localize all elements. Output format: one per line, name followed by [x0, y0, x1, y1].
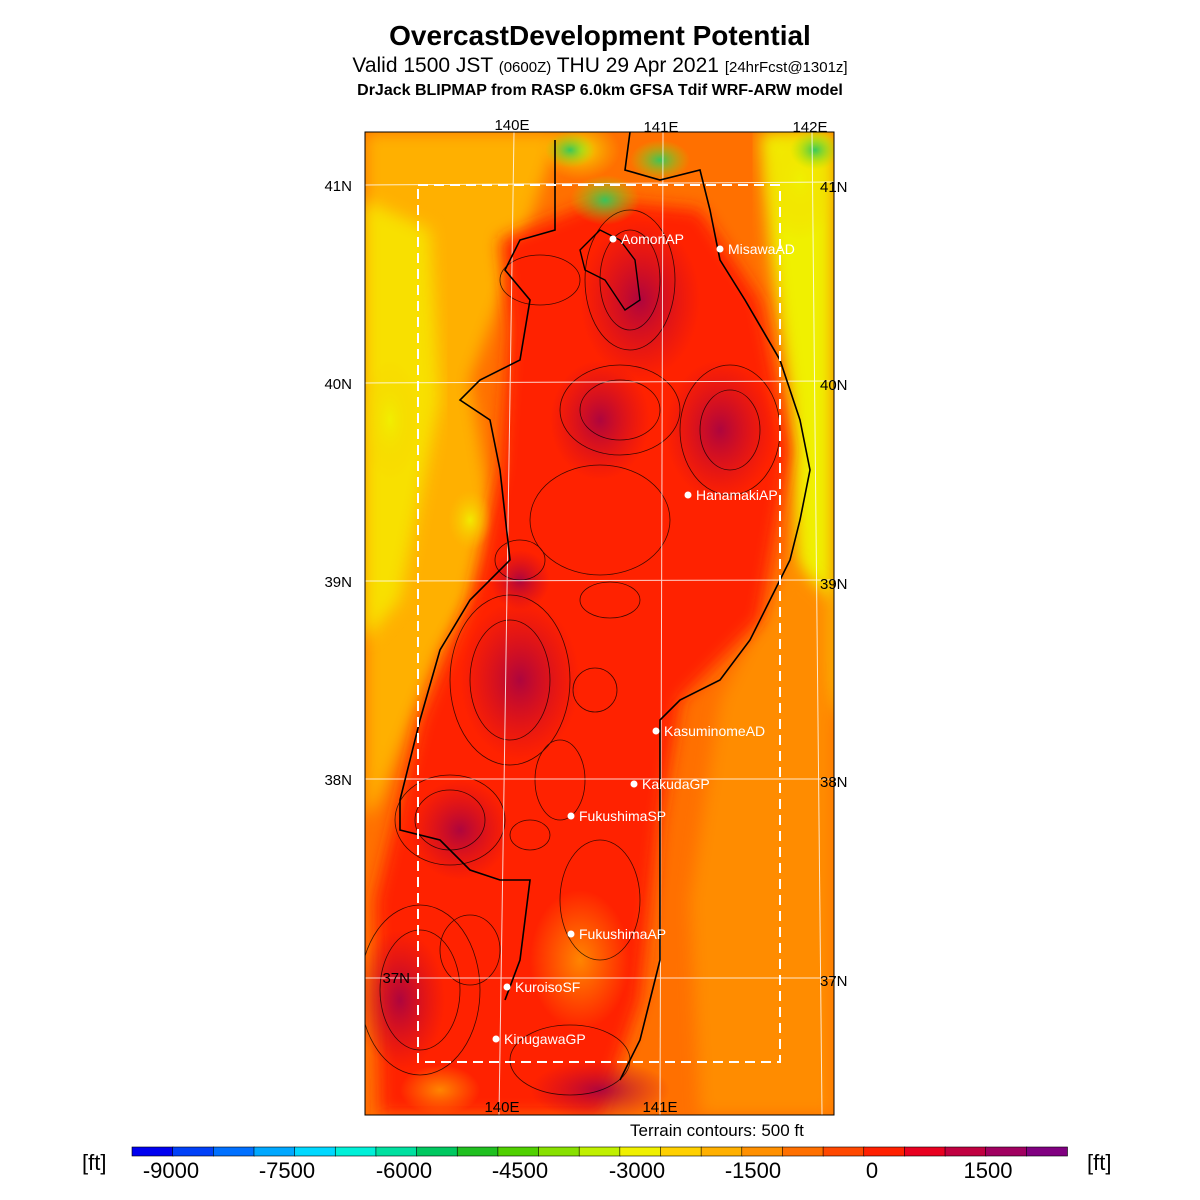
colorbar-swatch	[294, 1146, 337, 1157]
station-hanamakiap: HanamakiAP	[684, 487, 778, 503]
station-fukushimaap: FukushimaAP	[567, 926, 666, 942]
forecast-info: [24hrFcst@1301z]	[724, 59, 848, 76]
station-misawaad: MisawaAD	[716, 241, 795, 257]
station-kinugawagp: KinugawaGP	[492, 1031, 586, 1047]
colorbar-unit-left: [ft]	[82, 1150, 107, 1175]
station-label: AomoriAP	[621, 231, 684, 247]
colorbar	[131, 1146, 1068, 1157]
colorbar-swatch	[944, 1146, 987, 1157]
map-field	[365, 132, 834, 1115]
chart-title: OvercastDevelopment Potential	[389, 20, 811, 51]
station-aomoriap: AomoriAP	[609, 231, 684, 247]
station-label: FukushimaSP	[579, 808, 666, 824]
colorbar-unit-right: [ft]	[1087, 1150, 1112, 1175]
colorbar-swatch	[619, 1146, 662, 1157]
mutsu-bay	[579, 229, 641, 311]
colorbar-tick: -7500	[259, 1158, 315, 1183]
station-label: KasuminomeAD	[664, 723, 765, 739]
model-description: DrJack BLIPMAP from RASP 6.0km GFSA Tdif…	[357, 82, 843, 99]
lat-label-left-4: 37N	[382, 970, 410, 987]
lon-label-top-0: 140E	[494, 117, 529, 134]
colorbar-swatch	[822, 1146, 865, 1157]
colorbar-swatch	[172, 1146, 215, 1157]
lat-label-right-0: 41N	[820, 179, 848, 196]
station-label: KakudaGP	[642, 776, 710, 792]
map-frame	[364, 131, 835, 1116]
valid-time: Valid 1500 JST	[352, 54, 493, 77]
colorbar-swatch	[985, 1146, 1028, 1157]
station-label: KuroisoSF	[515, 979, 580, 995]
colorbar-tick: -9000	[143, 1158, 199, 1183]
colorbar-swatch	[416, 1146, 459, 1157]
colorbar-swatch	[904, 1146, 946, 1157]
colorbar-swatch	[863, 1146, 906, 1157]
colorbar-swatch	[131, 1146, 174, 1157]
lat-label-right-3: 38N	[820, 774, 848, 791]
colorbar-swatch	[578, 1146, 621, 1157]
station-marker	[567, 812, 575, 820]
lon-label-top-1: 141E	[643, 119, 678, 136]
terrain-contour-note: Terrain contours: 500 ft	[630, 1121, 804, 1140]
colorbar-swatch	[1026, 1146, 1068, 1157]
colorbar-tick: 1500	[964, 1158, 1013, 1183]
colorbar-tick: -1500	[725, 1158, 781, 1183]
colorbar-tick: -4500	[492, 1158, 548, 1183]
colorbar-swatch	[782, 1146, 824, 1157]
station-fukushimasp: FukushimaSP	[567, 808, 666, 824]
lon-label-top-2: 142E	[792, 119, 827, 136]
inner-domain-boundary	[417, 184, 781, 1063]
lon-label-bottom-0: 140E	[484, 1099, 519, 1116]
colorbar-swatch	[538, 1146, 580, 1157]
colorbar-swatch	[334, 1146, 377, 1157]
colorbar-swatch	[497, 1146, 540, 1157]
station-label: KinugawaGP	[504, 1031, 586, 1047]
utc-time: (0600Z)	[498, 59, 552, 76]
station-marker	[492, 1035, 500, 1043]
colorbar-swatch	[456, 1146, 499, 1157]
colorbar-tick: -3000	[609, 1158, 665, 1183]
station-kakudagp: KakudaGP	[630, 776, 710, 792]
station-kuroisosf: KuroisoSF	[503, 979, 580, 995]
station-marker	[716, 245, 724, 253]
forecast-date: THU 29 Apr 2021	[556, 54, 719, 77]
colorbar-swatch	[741, 1146, 784, 1157]
colorbar-swatch	[253, 1146, 296, 1157]
station-label: HanamakiAP	[696, 487, 778, 503]
colorbar-swatch	[660, 1146, 702, 1157]
station-label: FukushimaAP	[579, 926, 666, 942]
station-kasuminomead: KasuminomeAD	[652, 723, 765, 739]
lat-label-right-4: 37N	[820, 973, 848, 990]
station-marker	[652, 727, 660, 735]
colorbar-tick: -6000	[376, 1158, 432, 1183]
station-marker	[567, 930, 575, 938]
east-coastline	[619, 131, 811, 1081]
station-marker	[503, 983, 511, 991]
lat-label-left-0: 41N	[324, 178, 352, 195]
colorbar-swatch	[375, 1146, 418, 1157]
colorbar-tick-labels: -9000 -7500 -6000 -4500 -3000 -1500 0 15…	[143, 1158, 1013, 1183]
lat-label-right-2: 39N	[820, 576, 848, 593]
colorbar-swatch	[213, 1146, 255, 1157]
station-marker	[684, 491, 692, 499]
lat-label-left-3: 38N	[324, 772, 352, 789]
terrain-contours	[365, 209, 781, 1096]
station-label: MisawaAD	[728, 241, 795, 257]
valid-time-line: Valid 1500 JST (0600Z) THU 29 Apr 2021 […	[0, 54, 1200, 78]
lat-label-left-1: 40N	[324, 376, 352, 393]
lat-label-left-2: 39N	[324, 574, 352, 591]
lat-label-right-1: 40N	[820, 377, 848, 394]
colorbar-tick: 0	[866, 1158, 878, 1183]
colorbar-swatch	[700, 1146, 743, 1157]
station-marker	[630, 780, 638, 788]
lon-label-bottom-1: 141E	[642, 1099, 677, 1116]
west-coastline	[399, 140, 556, 1001]
station-marker	[609, 235, 617, 243]
